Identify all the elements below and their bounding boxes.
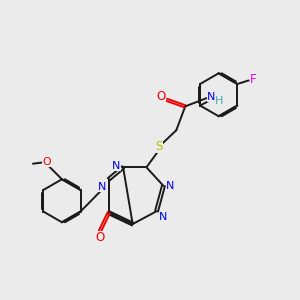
Text: H: H: [215, 96, 224, 106]
Text: O: O: [157, 90, 166, 103]
Text: O: O: [42, 157, 51, 167]
Text: N: N: [112, 161, 121, 171]
Text: O: O: [95, 231, 104, 244]
Text: N: N: [98, 182, 106, 192]
Text: N: N: [159, 212, 167, 222]
Text: N: N: [207, 92, 215, 101]
Text: N: N: [166, 181, 174, 191]
Text: F: F: [250, 73, 257, 86]
Text: S: S: [156, 140, 163, 153]
